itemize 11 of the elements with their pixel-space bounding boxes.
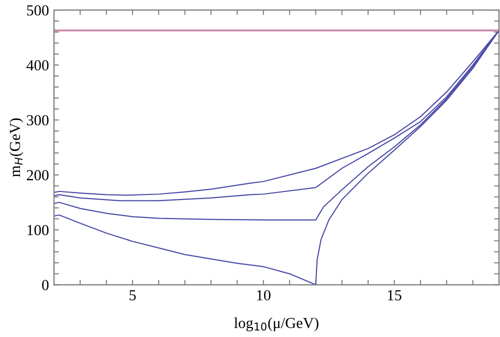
- y-axis-title: m$_{H}$(GeV): [9, 118, 24, 177]
- x-tick-label: 15: [388, 290, 402, 300]
- x-tick-label: 10: [257, 290, 270, 300]
- y-tick-label: 300: [26, 115, 49, 126]
- y-tick-label: 400: [26, 60, 49, 70]
- y-tick-label: 200: [26, 170, 49, 180]
- y-tick-label: 0: [42, 280, 49, 290]
- y-tick-label: 500: [27, 5, 49, 16]
- x-axis-title: log$_{10}$(μ/GeV): [234, 317, 318, 332]
- y-tick-label: 100: [28, 224, 49, 236]
- x-tick-label: 5: [130, 290, 136, 300]
